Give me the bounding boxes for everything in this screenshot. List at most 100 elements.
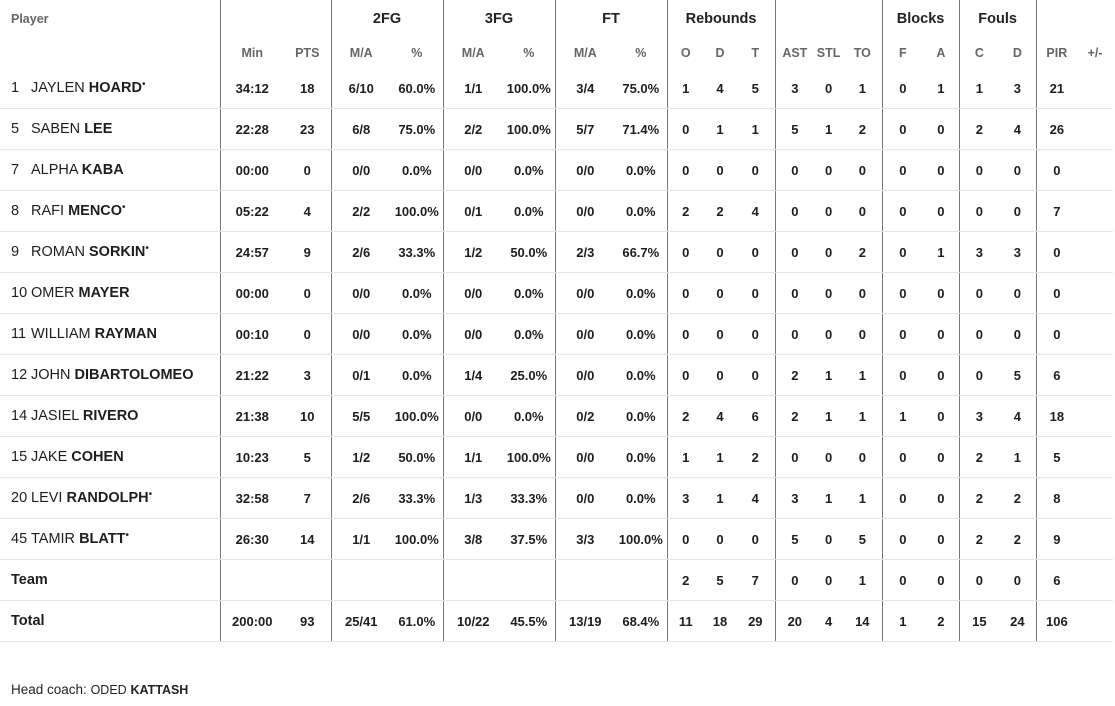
player-cell[interactable]: 14 JASIEL RIVERO bbox=[0, 395, 220, 437]
starter-marker: • bbox=[122, 202, 126, 213]
col-header-blk-against: A bbox=[936, 46, 946, 60]
cell-fouls-committed: 2 bbox=[958, 108, 1000, 150]
cell-fouls-committed: 0 bbox=[958, 190, 1000, 232]
player-row[interactable]: 9 ROMAN SORKIN• 24:57 9 2/6 33.3% 1/2 50.0% 2/3 6… bbox=[0, 231, 1114, 273]
stats-body: 1 JAYLEN HOARD• 34:12 18 6/10 60.0% 1/1 100.0% 3… bbox=[0, 68, 1114, 642]
cell-offensive-rebounds: 0 bbox=[666, 354, 705, 396]
player-row[interactable]: 1 JAYLEN HOARD• 34:12 18 6/10 60.0% 1/1 100.0% 3… bbox=[0, 68, 1114, 109]
fouls-group-header: Fouls bbox=[958, 0, 1037, 38]
player-last-name: SORKIN bbox=[89, 244, 146, 260]
player-cell[interactable]: 7 ALPHA KABA bbox=[0, 149, 220, 191]
cell-blocks-for: 0 bbox=[881, 108, 924, 150]
starter-marker: • bbox=[145, 243, 149, 254]
player-cell[interactable]: 20 LEVI RANDOLPH• bbox=[0, 477, 220, 519]
player-row[interactable]: 15 JAKE COHEN 10:23 5 1/2 50.0% 1/1 100.0% 0/0 0.… bbox=[0, 436, 1114, 478]
player-last-name: HOARD bbox=[88, 80, 142, 96]
cell-total-rebounds: 4 bbox=[736, 190, 776, 232]
player-number: 14 bbox=[11, 408, 28, 424]
player-cell[interactable]: 9 ROMAN SORKIN• bbox=[0, 231, 220, 273]
cell-assists: 3 bbox=[774, 477, 815, 519]
cell-fouls-committed: 3 bbox=[958, 231, 1000, 273]
cell-pir: 0 bbox=[1035, 272, 1078, 314]
player-cell[interactable]: 8 RAFI MENCO• bbox=[0, 190, 220, 232]
cell-plus-minus bbox=[1077, 436, 1114, 478]
player-row[interactable]: 10 OMER MAYER 00:00 0 0/0 0.0% 0/0 0.0% 0/0 0.0% 0… bbox=[0, 272, 1114, 314]
cell-ft-percent: 0.0% bbox=[615, 272, 668, 314]
cell-total-rebounds: 0 bbox=[736, 354, 776, 396]
cell-ft-made-attempted: 0/0 bbox=[554, 272, 616, 314]
cell-turnovers: 0 bbox=[843, 313, 883, 355]
cell-blocks-against: 0 bbox=[923, 108, 960, 150]
player-row[interactable]: 11 WILLIAM RAYMAN 00:10 0 0/0 0.0% 0/0 0.0% 0/0 0… bbox=[0, 313, 1114, 355]
player-row[interactable]: 8 RAFI MENCO• 05:22 4 2/2 100.0% 0/1 0.0% 0/0 0.0… bbox=[0, 190, 1114, 232]
total-row-label: Total bbox=[0, 600, 220, 642]
player-row[interactable]: 45 TAMIR BLATT• 26:30 14 1/1 100.0% 3/8 37.5% 3/… bbox=[0, 518, 1114, 560]
cell-turnovers: 0 bbox=[843, 149, 883, 191]
player-first-name: WILLIAM bbox=[31, 326, 91, 342]
cell-defensive-rebounds: 0 bbox=[704, 272, 737, 314]
cell-blocks-against: 0 bbox=[923, 354, 960, 396]
cell-assists: 2 bbox=[774, 395, 815, 437]
player-row[interactable]: 5 SABEN LEE 22:28 23 6/8 75.0% 2/2 100.0% 5/7 71.… bbox=[0, 108, 1114, 150]
cell-blocks-for: 0 bbox=[881, 559, 924, 601]
player-number: 10 bbox=[11, 285, 28, 301]
player-row[interactable]: 14 JASIEL RIVERO 21:38 10 5/5 100.0% 0/0 0.0% 0/… bbox=[0, 395, 1114, 437]
cell-fouls-committed: 15 bbox=[958, 600, 1000, 642]
cell-turnovers: 0 bbox=[843, 436, 883, 478]
head-coach-first-name: ODED bbox=[90, 683, 127, 697]
cell-plus-minus bbox=[1077, 600, 1114, 642]
cell-turnovers: 2 bbox=[843, 231, 883, 273]
player-number: 7 bbox=[11, 162, 20, 178]
cell-turnovers: 0 bbox=[843, 190, 883, 232]
player-cell[interactable]: 15 JAKE COHEN bbox=[0, 436, 220, 478]
cell-fouls-committed: 2 bbox=[958, 518, 1000, 560]
cell-offensive-rebounds: 3 bbox=[666, 477, 705, 519]
player-row[interactable]: 7 ALPHA KABA 00:00 0 0/0 0.0% 0/0 0.0% 0/0 0.0% 0 0… bbox=[0, 149, 1114, 191]
player-last-name: RANDOLPH bbox=[66, 490, 149, 506]
player-cell[interactable]: 11 WILLIAM RAYMAN bbox=[0, 313, 220, 355]
cell-assists: 0 bbox=[774, 272, 815, 314]
cell-minutes: 21:38 bbox=[219, 395, 284, 437]
player-row[interactable]: 20 LEVI RANDOLPH• 32:58 7 2/6 33.3% 1/3 33.3% 0/… bbox=[0, 477, 1114, 519]
cell-ft-made-attempted: 13/19 bbox=[554, 600, 616, 642]
player-first-name: JAKE bbox=[31, 449, 68, 465]
box-score-table: Player 2FG 3FG FT Rebounds Blocks Fouls … bbox=[0, 0, 1114, 642]
cell-minutes: 00:00 bbox=[219, 149, 284, 191]
player-cell[interactable]: 5 SABEN LEE bbox=[0, 108, 220, 150]
player-number: 9 bbox=[11, 244, 20, 260]
cell-pir: 0 bbox=[1035, 149, 1078, 191]
cell-steals: 0 bbox=[814, 149, 844, 191]
column-header-row: Min PTS M/A % M/A % M/A % O D T AST STL … bbox=[0, 38, 1113, 68]
player-row[interactable]: 12 JOHN DIBARTOLOMEO 21:22 3 0/1 0.0% 1/4 25.0%… bbox=[0, 354, 1114, 396]
cell-minutes: 22:28 bbox=[219, 108, 284, 150]
cell-fg2-percent: 0.0% bbox=[391, 313, 444, 355]
cell-ft-percent: 75.0% bbox=[615, 68, 668, 109]
cell-fouls-drawn: 4 bbox=[999, 395, 1037, 437]
cell-ft-made-attempted: 0/0 bbox=[554, 354, 616, 396]
player-first-name: JOHN bbox=[31, 367, 71, 383]
cell-fouls-drawn: 3 bbox=[999, 231, 1037, 273]
head-coach-label: Head coach: bbox=[11, 682, 87, 697]
cell-fg3-percent: 100.0% bbox=[503, 108, 556, 150]
player-first-name: TAMIR bbox=[31, 531, 76, 547]
col-header-dreb: D bbox=[715, 46, 725, 60]
player-cell[interactable]: 12 JOHN DIBARTOLOMEO bbox=[0, 354, 220, 396]
cell-defensive-rebounds: 2 bbox=[704, 190, 737, 232]
cell-ft-made-attempted: 0/0 bbox=[554, 313, 616, 355]
cell-fg2-made-attempted: 5/5 bbox=[330, 395, 391, 437]
cell-fg3-made-attempted: 3/8 bbox=[442, 518, 504, 560]
cell-offensive-rebounds: 0 bbox=[666, 108, 705, 150]
cell-ft-percent: 68.4% bbox=[615, 600, 668, 642]
cell-fg2-made-attempted: 2/2 bbox=[330, 190, 391, 232]
cell-steals: 1 bbox=[814, 395, 844, 437]
player-cell[interactable]: 45 TAMIR BLATT• bbox=[0, 518, 220, 560]
cell-blocks-for: 0 bbox=[881, 68, 924, 109]
cell-fg2-made-attempted: 0/1 bbox=[330, 354, 391, 396]
cell-fg3-made-attempted: 1/1 bbox=[442, 68, 504, 109]
cell-blocks-for: 0 bbox=[881, 436, 924, 478]
player-first-name: ALPHA bbox=[31, 162, 78, 178]
player-cell[interactable]: 1 JAYLEN HOARD• bbox=[0, 68, 220, 109]
team-row-label: Team bbox=[0, 559, 220, 601]
col-header-min: Min bbox=[219, 38, 284, 68]
player-cell[interactable]: 10 OMER MAYER bbox=[0, 272, 220, 314]
